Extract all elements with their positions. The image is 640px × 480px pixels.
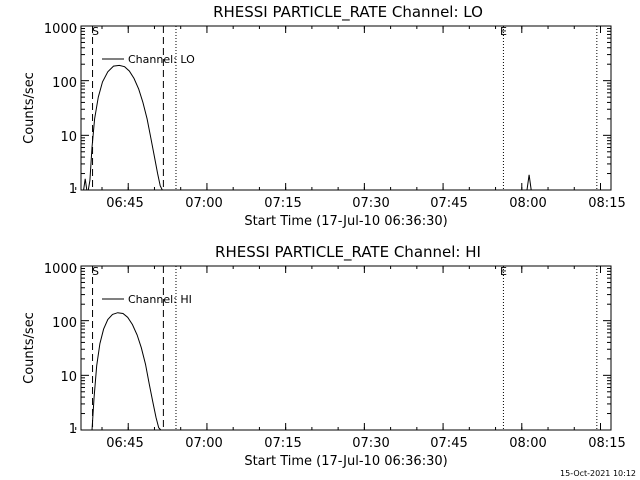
x-tick-label: 06:45 [106,436,143,451]
y-tick-label: 1000 [44,262,77,277]
series-line-hi [91,312,162,431]
y-axis-label-hi: Counts/sec [22,312,37,384]
y-tick-label: 10 [60,130,77,145]
reference-lines-lo [92,26,598,190]
x-tick-label: 08:00 [509,436,546,451]
x-tick-label: 08:15 [588,436,625,451]
plot-frame-hi [80,265,612,431]
x-axis-label-hi: Start Time (17-Jul-10 06:36:30) [244,454,447,469]
y-tick-label: 100 [52,316,77,331]
x-tick-label: 07:00 [185,436,222,451]
legend-label-hi: Channel: HI [128,293,192,306]
y-tick-label: 1 [69,182,77,197]
series-line-lo [83,64,532,191]
end-marker-label: E [500,265,507,278]
chart-title-lo: RHESSI PARTICLE_RATE Channel: LO [213,3,483,22]
y-tick-label: 10 [60,370,77,385]
x-tick-label: 07:00 [185,196,222,211]
x-tick-label: 08:00 [509,196,546,211]
y-tick-label: 1 [69,422,77,437]
x-tick-label: 07:45 [430,196,467,211]
start-marker-label: S [92,25,99,38]
start-marker-label: S [92,265,99,278]
footer-timestamp: 15-Oct-2021 10:12 [560,469,636,478]
y-tick-label: 1000 [44,22,77,37]
ticks-lo [75,25,611,191]
reference-lines-hi [92,266,598,430]
ticks-hi [75,265,611,431]
plot-frame-lo [80,25,612,191]
y-tick-label: 100 [52,76,77,91]
x-tick-label: 06:45 [106,196,143,211]
x-tick-label: 07:15 [264,436,301,451]
y-axis-label-lo: Counts/sec [22,72,37,144]
panel-hi: RHESSI PARTICLE_RATE Channel: HI Counts/… [22,243,626,469]
chart-title-hi: RHESSI PARTICLE_RATE Channel: HI [215,243,481,262]
panel-lo: RHESSI PARTICLE_RATE Channel: LO Counts/… [22,3,626,229]
x-tick-label: 07:30 [352,436,389,451]
x-tick-label: 07:30 [352,196,389,211]
x-tick-label: 07:45 [430,436,467,451]
legend-label-lo: Channel: LO [128,53,195,66]
end-marker-label: E [500,25,507,38]
x-tick-label: 08:15 [588,196,625,211]
x-axis-label-lo: Start Time (17-Jul-10 06:36:30) [244,214,447,229]
x-tick-label: 07:15 [264,196,301,211]
